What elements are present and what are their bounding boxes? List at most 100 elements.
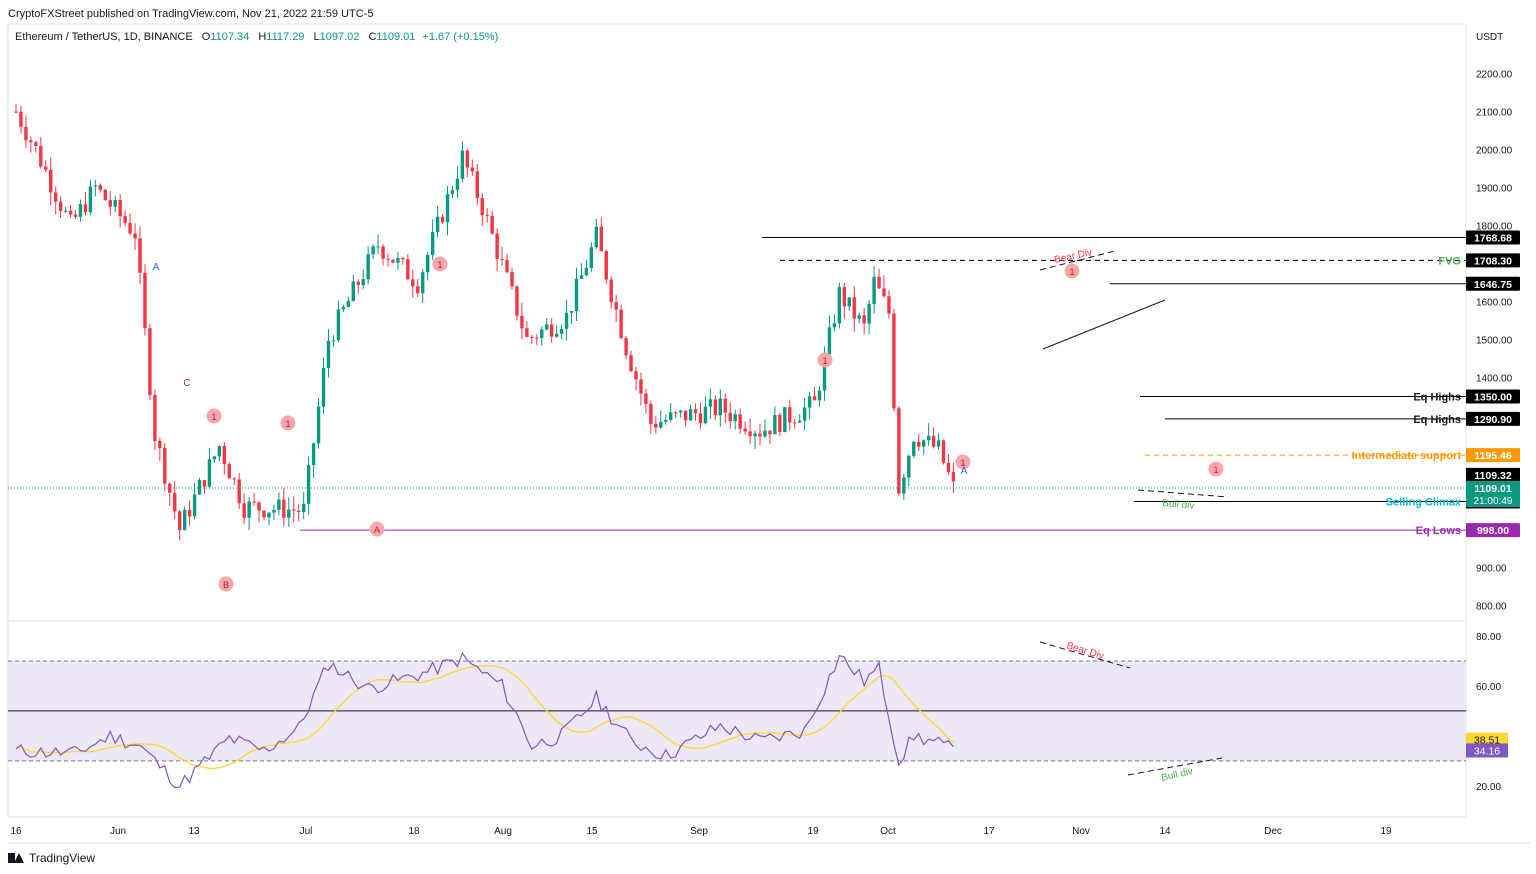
candle-body [168, 483, 172, 493]
candle-body [19, 111, 23, 127]
candle-body [445, 193, 450, 223]
candle-body [262, 510, 266, 518]
price-level-tag-bg [1466, 253, 1520, 268]
candle-body [440, 216, 445, 223]
candle-body [128, 222, 132, 234]
candle-body [936, 440, 941, 447]
candle-body [862, 315, 866, 324]
candle-body [227, 464, 231, 479]
candle-body [34, 142, 38, 147]
candle-body [763, 430, 767, 437]
candle-body [683, 410, 688, 421]
candle-body [505, 259, 509, 273]
candle-body [852, 297, 856, 319]
high-tag-bg [1466, 467, 1520, 482]
candle-body [108, 200, 112, 207]
candle-body [549, 324, 554, 337]
candle-body [649, 403, 653, 424]
price-level-tag-bg [1466, 448, 1520, 463]
candle-body [693, 409, 698, 414]
price-level-label: Eq Lows [1416, 525, 1461, 537]
candle-body [292, 509, 296, 511]
signal-marker-label: 1 [437, 260, 442, 270]
price-level-tag-bg [1466, 389, 1520, 404]
time-tick-label: 17 [983, 826, 995, 837]
symbol-legend: Ethereum / TetherUS, 1D, BINANCE O1107.3… [15, 31, 498, 43]
candle-body [282, 499, 286, 518]
candle-body [480, 197, 484, 216]
candle-body [163, 448, 167, 484]
tradingview-brand: TradingView [8, 851, 95, 865]
candle-body [822, 354, 827, 391]
candle-body [882, 288, 886, 297]
candle-body [857, 315, 861, 319]
price-tick-label: 1600.00 [1476, 298, 1513, 309]
wedge-lower-line [1042, 299, 1166, 350]
price-tick-label: 2200.00 [1476, 70, 1513, 81]
candle-body [133, 233, 137, 239]
candle-body [460, 150, 465, 179]
candle-body [594, 226, 599, 248]
time-tick-label: 15 [586, 826, 598, 837]
candle-body [540, 329, 544, 339]
rsi-bear-div-label: Bear Div [1065, 640, 1105, 662]
candle-body [912, 441, 916, 456]
candle-body [788, 407, 792, 423]
candle-body [664, 419, 668, 422]
time-tick-label: Oct [880, 826, 896, 837]
candle-body [659, 421, 663, 428]
low-label: L [313, 31, 320, 43]
candle-body [887, 296, 891, 314]
signal-marker-label: 1 [1069, 267, 1074, 277]
candle-body [530, 336, 534, 338]
publisher-caption: CryptoFXStreet published on TradingView.… [8, 8, 374, 20]
candle-body [758, 433, 762, 437]
price-level-label: Eq Highs [1413, 391, 1461, 403]
candle-body [143, 272, 147, 329]
tradingview-logo-icon [8, 853, 24, 863]
candle-body [416, 286, 420, 294]
candle-body [748, 431, 752, 437]
candle-body [237, 479, 241, 504]
candle-body [182, 509, 187, 531]
candle-body [783, 407, 787, 432]
candle-body [832, 323, 837, 328]
candle-body [297, 510, 301, 513]
candle-body [589, 247, 594, 268]
signal-marker [218, 576, 234, 592]
candle-body [148, 328, 152, 395]
price-level-label: FVG [1438, 255, 1461, 267]
candle-body [614, 302, 618, 310]
candle-body [837, 287, 842, 324]
candle-body [812, 396, 817, 401]
candle-body [728, 412, 732, 422]
price-tick-label: 1400.00 [1476, 373, 1513, 384]
candle-body [301, 503, 306, 513]
price-level-label: Eq Highs [1413, 414, 1461, 426]
candle-body [654, 423, 658, 428]
candle-body [500, 259, 504, 261]
time-tick-label: 18 [408, 826, 420, 837]
candle-body [604, 251, 608, 280]
candle-body [629, 355, 633, 372]
candle-body [718, 398, 723, 416]
candle-body [807, 396, 812, 408]
wave-label-a: A [153, 262, 160, 273]
countdown-tag: 21:00:49 [1474, 496, 1513, 507]
signal-marker [432, 256, 448, 272]
high-label: H [258, 31, 267, 43]
price-level-tag: 1708.30 [1474, 255, 1512, 267]
candle-body [743, 428, 747, 432]
price-level-tag-bg [1466, 523, 1520, 538]
price-level-tag: 1195.46 [1474, 450, 1512, 462]
candle-body [698, 413, 703, 424]
close-value: 1109.01 [376, 31, 416, 43]
candle-body [564, 312, 569, 329]
time-tick-label: Dec [1264, 826, 1282, 837]
price-level-tag: 1350.00 [1474, 391, 1512, 403]
time-tick-label: 19 [807, 826, 819, 837]
rsi-tick-label: 20.00 [1476, 782, 1501, 793]
candle-body [158, 440, 162, 449]
candle-body [371, 246, 375, 255]
